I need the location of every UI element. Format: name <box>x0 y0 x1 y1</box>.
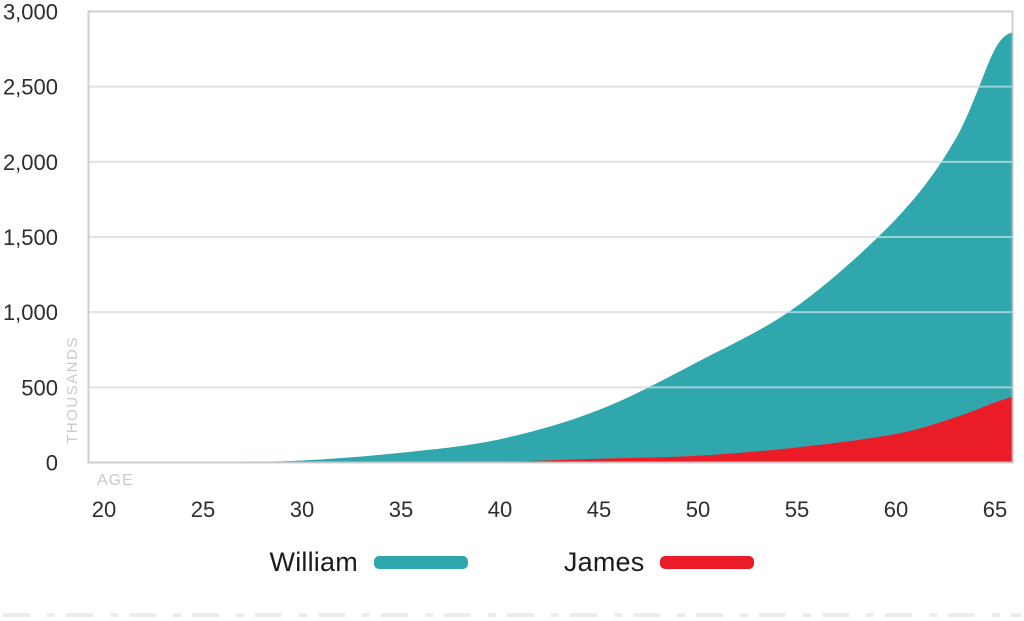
x-tick-20: 20 <box>92 497 116 522</box>
x-tick-55: 55 <box>785 497 809 522</box>
legend-swatch-william <box>373 555 468 569</box>
bottom-dashed-divider <box>3 613 1021 617</box>
x-axis-caption: AGE <box>97 472 134 489</box>
x-tick-65: 65 <box>983 497 1007 522</box>
x-tick-35: 35 <box>389 497 413 522</box>
plot-border <box>87 10 1014 464</box>
x-tick-45: 45 <box>587 497 611 522</box>
area-james <box>88 396 1013 463</box>
y-tick-2,500: 2,500 <box>3 75 58 100</box>
x-tick-60: 60 <box>884 497 908 522</box>
legend-item-james: James <box>563 546 755 577</box>
area-william <box>88 32 1013 463</box>
x-tick-50: 50 <box>686 497 710 522</box>
x-tick-40: 40 <box>488 497 512 522</box>
chart-legend: William James <box>0 545 1024 579</box>
legend-label-william: William <box>269 546 358 577</box>
x-tick-25: 25 <box>191 497 215 522</box>
y-tick-3,000: 3,000 <box>3 0 58 25</box>
y-tick-0: 0 <box>46 451 58 476</box>
y-tick-2,000: 2,000 <box>3 150 58 175</box>
y-tick-500: 500 <box>21 375 58 400</box>
legend-swatch-james <box>660 555 755 569</box>
x-tick-30: 30 <box>290 497 314 522</box>
legend-item-william: William <box>269 546 468 577</box>
y-axis-caption: THOUSANDS <box>64 336 81 444</box>
y-tick-1,500: 1,500 <box>3 225 58 250</box>
y-tick-1,000: 1,000 <box>3 300 58 325</box>
legend-label-james: James <box>563 546 645 577</box>
